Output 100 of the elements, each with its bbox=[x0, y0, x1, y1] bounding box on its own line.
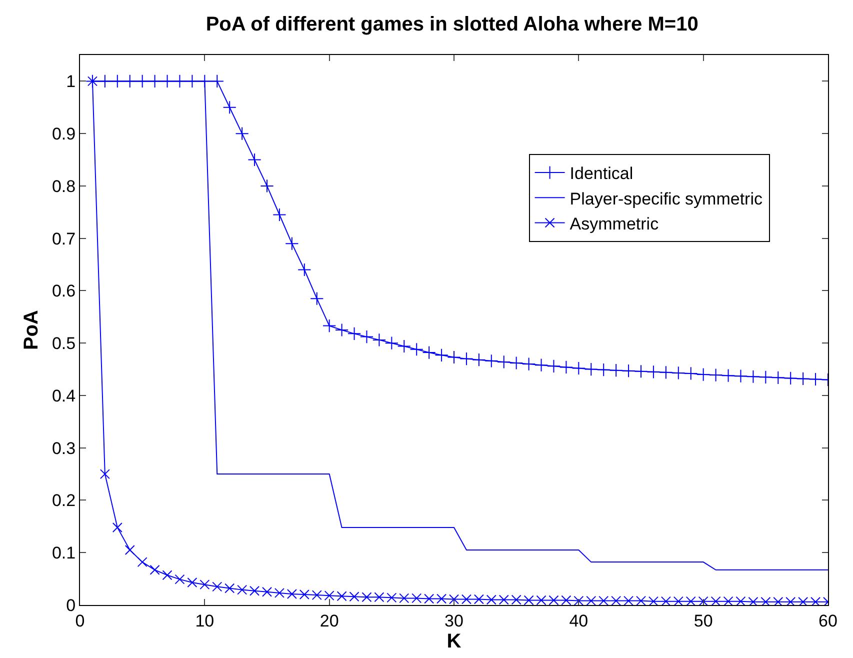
point bbox=[474, 594, 484, 604]
point bbox=[324, 590, 334, 601]
point bbox=[696, 368, 710, 382]
point bbox=[374, 592, 384, 602]
x-tick-label: 30 bbox=[444, 611, 464, 630]
x-axis-title: K bbox=[446, 630, 462, 652]
point bbox=[497, 355, 511, 369]
x-tick-label: 20 bbox=[320, 611, 339, 630]
point bbox=[322, 319, 336, 333]
point bbox=[673, 596, 684, 605]
y-tick-label: 0.8 bbox=[52, 176, 76, 196]
point bbox=[611, 596, 622, 605]
point bbox=[536, 595, 546, 605]
point bbox=[410, 342, 424, 356]
point bbox=[510, 356, 524, 370]
point bbox=[758, 370, 772, 384]
point bbox=[771, 370, 785, 384]
point bbox=[397, 339, 411, 354]
point bbox=[810, 596, 821, 605]
legend-label: Player-specific symmetric bbox=[570, 189, 763, 208]
point bbox=[648, 596, 658, 605]
point bbox=[260, 179, 274, 193]
y-tick-label: 0.5 bbox=[52, 334, 76, 354]
point bbox=[596, 363, 610, 377]
point bbox=[572, 361, 586, 376]
y-tick-label: 0 bbox=[66, 596, 76, 615]
point bbox=[646, 365, 660, 379]
y-tick-label: 1 bbox=[66, 72, 76, 92]
point bbox=[634, 364, 648, 378]
point bbox=[262, 586, 272, 597]
point bbox=[721, 368, 736, 382]
y-tick-label: 0.2 bbox=[52, 491, 76, 510]
legend-label: Identical bbox=[570, 164, 634, 184]
point bbox=[112, 522, 122, 532]
x-tick-label: 40 bbox=[569, 611, 588, 630]
point bbox=[773, 596, 784, 605]
x-tick-label: 50 bbox=[694, 611, 713, 630]
point bbox=[461, 594, 472, 604]
point bbox=[235, 126, 249, 140]
point bbox=[760, 596, 771, 605]
point bbox=[422, 346, 436, 360]
point bbox=[511, 594, 522, 605]
point bbox=[734, 369, 748, 383]
y-axis-title: PoA bbox=[20, 310, 42, 350]
point bbox=[636, 596, 646, 605]
point bbox=[424, 594, 434, 604]
point bbox=[534, 358, 548, 372]
point bbox=[808, 372, 822, 386]
point bbox=[748, 596, 758, 605]
point bbox=[349, 592, 360, 602]
point bbox=[624, 596, 634, 605]
point bbox=[447, 350, 461, 364]
point bbox=[574, 596, 584, 605]
point bbox=[372, 333, 386, 347]
point bbox=[746, 370, 760, 384]
point bbox=[248, 152, 262, 167]
y-tick-label: 0.9 bbox=[52, 124, 76, 144]
point bbox=[622, 364, 636, 378]
point bbox=[272, 208, 286, 222]
point bbox=[200, 580, 210, 590]
point bbox=[436, 594, 447, 604]
point bbox=[299, 590, 310, 600]
point bbox=[498, 594, 509, 605]
y-tick-label: 0.4 bbox=[52, 386, 76, 406]
point bbox=[723, 596, 734, 605]
point bbox=[524, 595, 534, 605]
point bbox=[710, 596, 721, 605]
point bbox=[460, 352, 474, 366]
point bbox=[150, 564, 160, 575]
point bbox=[698, 596, 708, 605]
x-tick-label: 10 bbox=[195, 611, 214, 630]
point bbox=[210, 74, 224, 88]
point bbox=[384, 336, 398, 350]
point bbox=[335, 323, 349, 337]
point bbox=[786, 596, 796, 605]
point bbox=[586, 596, 596, 605]
y-tick-label: 0.1 bbox=[52, 544, 76, 563]
legend-label: Asymmetric bbox=[570, 214, 660, 234]
point bbox=[561, 595, 572, 605]
point bbox=[222, 100, 236, 114]
point bbox=[686, 596, 696, 605]
point bbox=[609, 364, 623, 378]
point bbox=[285, 236, 299, 250]
point bbox=[174, 574, 185, 584]
point bbox=[796, 372, 810, 386]
point bbox=[546, 359, 561, 373]
point bbox=[522, 357, 536, 371]
point bbox=[137, 557, 148, 568]
point bbox=[684, 366, 698, 380]
point bbox=[312, 590, 322, 600]
point bbox=[672, 366, 686, 380]
point bbox=[660, 596, 671, 605]
point bbox=[472, 353, 486, 367]
point bbox=[584, 362, 598, 376]
point bbox=[548, 595, 559, 605]
point bbox=[298, 262, 312, 277]
point bbox=[250, 586, 260, 596]
point bbox=[224, 583, 235, 594]
point bbox=[286, 589, 297, 599]
x-tick-label: 60 bbox=[818, 611, 838, 630]
